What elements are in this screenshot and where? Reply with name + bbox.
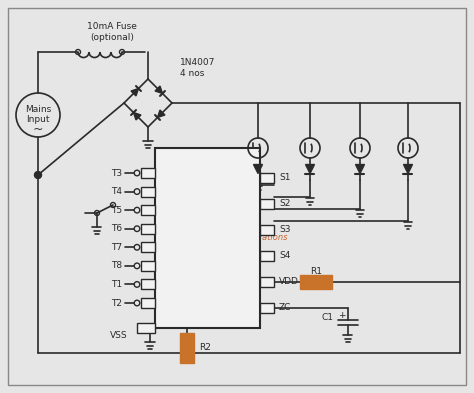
Text: 10: 10 xyxy=(181,314,193,323)
Text: 9: 9 xyxy=(161,314,167,323)
Text: T2: T2 xyxy=(111,299,122,307)
Polygon shape xyxy=(134,112,141,120)
Text: T5: T5 xyxy=(111,206,122,215)
Bar xyxy=(260,173,274,183)
Circle shape xyxy=(35,171,42,178)
Text: S1: S1 xyxy=(279,173,291,182)
Text: VDD: VDD xyxy=(279,277,299,286)
Polygon shape xyxy=(157,110,165,118)
Text: VSS: VSS xyxy=(110,332,128,340)
Polygon shape xyxy=(356,165,365,173)
Bar xyxy=(260,303,274,313)
Polygon shape xyxy=(403,165,412,173)
Text: T6: T6 xyxy=(111,224,122,233)
Bar xyxy=(300,275,332,289)
Text: ZC: ZC xyxy=(279,303,292,312)
Bar xyxy=(260,199,274,209)
Text: T7: T7 xyxy=(111,243,122,252)
Text: swagatam innovations: swagatam innovations xyxy=(193,233,287,242)
Text: 1: 1 xyxy=(161,154,167,162)
Bar xyxy=(260,251,274,261)
Text: Input: Input xyxy=(26,114,50,123)
Bar xyxy=(260,277,274,287)
Bar xyxy=(141,224,155,234)
Text: T3: T3 xyxy=(111,169,122,178)
Bar xyxy=(141,187,155,196)
Text: S2: S2 xyxy=(279,200,291,209)
Text: S4: S4 xyxy=(279,252,291,261)
Text: 10mA Fuse
(optional): 10mA Fuse (optional) xyxy=(87,22,137,42)
Bar xyxy=(137,323,155,333)
Bar xyxy=(141,298,155,308)
Text: 18: 18 xyxy=(245,154,257,162)
Bar xyxy=(141,242,155,252)
Text: R2: R2 xyxy=(199,343,211,353)
Polygon shape xyxy=(254,165,263,173)
Text: UTC: UTC xyxy=(193,226,221,239)
Text: +: + xyxy=(338,312,346,321)
Text: 1N4007
4 nos: 1N4007 4 nos xyxy=(180,58,215,78)
Text: ~: ~ xyxy=(33,123,43,136)
Text: T1: T1 xyxy=(111,280,122,289)
Bar xyxy=(141,279,155,289)
Text: S3: S3 xyxy=(279,226,291,235)
Bar xyxy=(141,168,155,178)
Text: 8156: 8156 xyxy=(190,242,225,255)
Bar xyxy=(141,205,155,215)
Bar xyxy=(180,333,194,363)
Polygon shape xyxy=(306,165,315,173)
Polygon shape xyxy=(131,88,138,96)
Text: T8: T8 xyxy=(111,261,122,270)
Bar xyxy=(141,261,155,271)
Text: Mains: Mains xyxy=(25,105,51,114)
Polygon shape xyxy=(155,86,163,94)
Text: R1: R1 xyxy=(310,266,322,275)
Bar xyxy=(260,225,274,235)
Text: T4: T4 xyxy=(111,187,122,196)
Text: C1: C1 xyxy=(322,314,334,323)
Bar xyxy=(155,148,260,328)
